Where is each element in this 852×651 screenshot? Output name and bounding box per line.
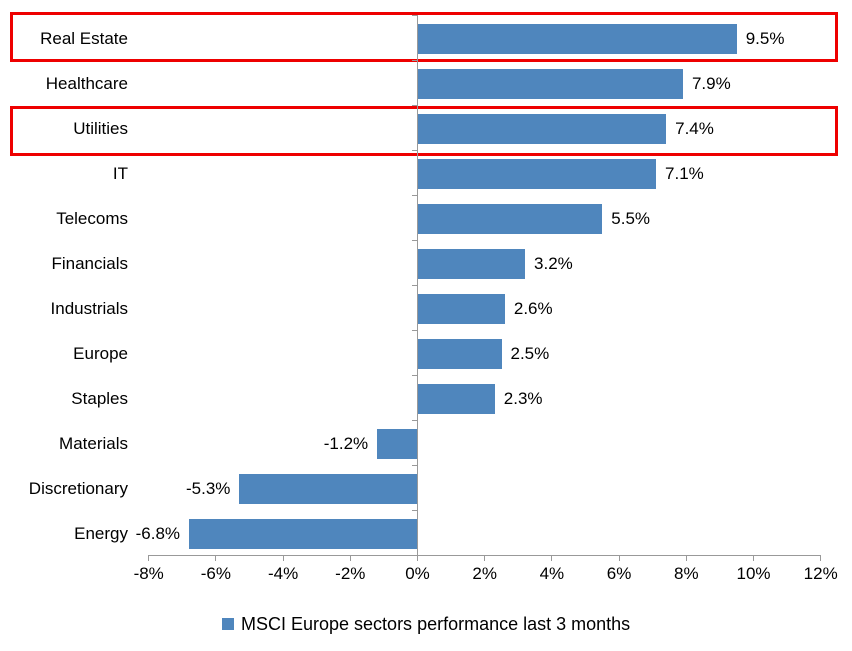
value-axis-tick-label: 2% xyxy=(472,564,497,583)
category-axis-tick xyxy=(411,104,418,106)
value-axis-tick-label: 10% xyxy=(736,564,771,583)
bar xyxy=(417,204,603,234)
category-label: Staples xyxy=(71,389,128,408)
category-axis-tick xyxy=(411,374,418,376)
value-label: 5.5% xyxy=(611,209,651,228)
chart-legend: MSCI Europe sectors performance last 3 m… xyxy=(222,614,630,634)
value-axis-tick xyxy=(417,555,418,561)
value-label: 7.9% xyxy=(691,74,731,93)
value-axis-tick xyxy=(820,555,822,561)
bar xyxy=(239,474,418,504)
value-label: -5.3% xyxy=(186,479,231,498)
value-axis-tick xyxy=(282,555,284,561)
value-axis-tick xyxy=(753,555,754,561)
category-axis-tick xyxy=(411,509,418,511)
category-label: Industrials xyxy=(50,299,128,318)
category-axis-tick xyxy=(411,194,418,196)
category-label: Real Estate xyxy=(40,29,128,48)
category-label: Materials xyxy=(59,434,128,453)
bar xyxy=(189,519,418,549)
bar xyxy=(417,384,495,414)
value-label: 7.1% xyxy=(665,164,704,183)
value-axis-tick xyxy=(148,555,150,561)
category-axis-tick xyxy=(411,14,418,16)
bar xyxy=(417,69,683,99)
value-axis-tick-label: 6% xyxy=(606,564,632,583)
legend-series-marker-icon xyxy=(222,618,234,630)
bar xyxy=(377,429,418,459)
value-axis-tick-label: 0% xyxy=(405,564,430,583)
legend-series-label: MSCI Europe sectors performance last 3 m… xyxy=(241,613,631,634)
value-label: 2.3% xyxy=(503,389,543,408)
highlight-box-utilities xyxy=(10,106,838,156)
category-axis-tick xyxy=(411,329,418,331)
category-label: Europe xyxy=(73,344,128,363)
bar xyxy=(417,159,657,189)
highlight-box-real-estate xyxy=(10,12,838,62)
value-axis-tick-label: -8% xyxy=(133,564,164,583)
category-axis-tick xyxy=(411,149,418,151)
category-label: Energy xyxy=(74,524,128,543)
value-axis-tick-label: -2% xyxy=(335,564,366,583)
value-axis-tick-label: 4% xyxy=(539,564,565,583)
bar xyxy=(417,294,505,324)
bar xyxy=(417,24,737,54)
value-axis-tick xyxy=(551,555,553,561)
category-axis-tick xyxy=(411,419,418,421)
category-label: IT xyxy=(112,164,128,183)
value-label: -6.8% xyxy=(135,524,181,543)
category-label: Discretionary xyxy=(28,479,128,498)
value-label: 2.6% xyxy=(513,299,553,318)
value-axis-tick xyxy=(618,555,620,561)
value-label: 2.5% xyxy=(510,344,550,363)
value-label: 9.5% xyxy=(745,29,785,48)
value-axis-tick xyxy=(484,555,486,561)
value-axis-tick-label: -4% xyxy=(267,564,299,583)
category-label: Healthcare xyxy=(45,74,128,93)
category-axis-tick xyxy=(411,284,418,286)
value-axis-tick-label: 8% xyxy=(674,564,699,583)
value-axis-tick xyxy=(215,555,217,561)
category-axis-tick xyxy=(411,239,418,241)
category-axis-line xyxy=(417,15,418,555)
category-axis-tick xyxy=(411,59,418,61)
value-label: 3.2% xyxy=(534,254,573,273)
value-axis-tick-label: 12% xyxy=(803,564,838,583)
value-axis-tick xyxy=(349,555,351,561)
category-label: Utilities xyxy=(73,119,128,138)
value-label: 7.4% xyxy=(675,119,714,138)
bar xyxy=(417,339,502,369)
value-axis-tick-label: -6% xyxy=(200,564,232,583)
bar xyxy=(417,114,667,144)
value-label: -1.2% xyxy=(323,434,369,453)
category-label: Financials xyxy=(51,254,128,273)
category-label: Telecoms xyxy=(56,209,128,228)
category-axis-tick xyxy=(411,464,418,466)
value-axis-tick xyxy=(685,555,687,561)
bar xyxy=(417,249,526,279)
